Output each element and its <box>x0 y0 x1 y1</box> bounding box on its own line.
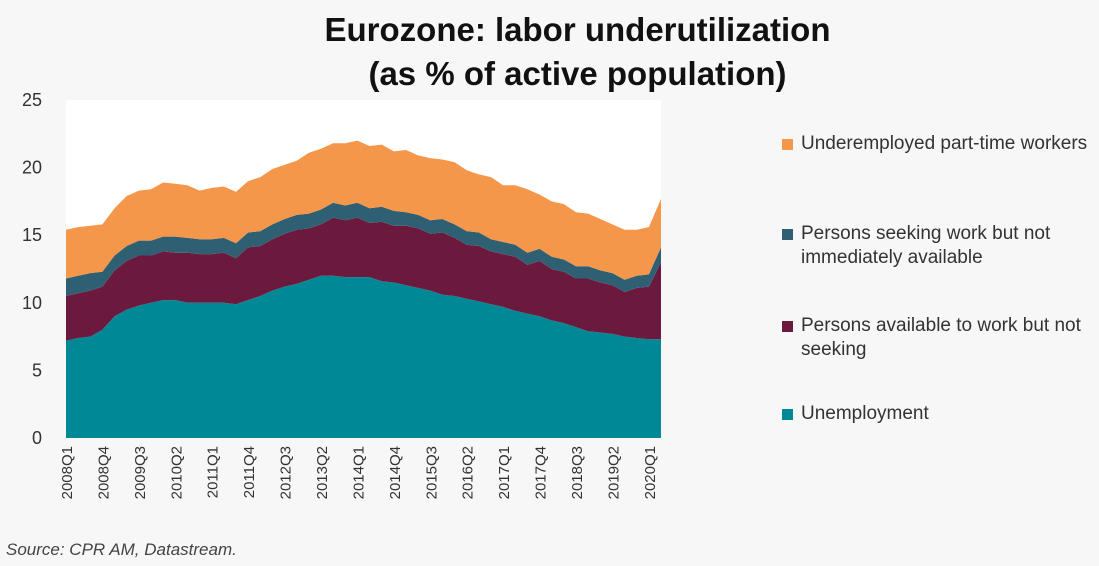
x-tick-label: 2017Q4 <box>533 446 550 499</box>
area-series-group <box>66 140 661 438</box>
y-tick-label: 15 <box>22 225 42 245</box>
legend-item-seeking-not-available: Persons seeking work but not immediately… <box>782 222 1097 270</box>
area-series-2 <box>66 202 661 296</box>
legend-swatch <box>782 409 793 420</box>
y-tick-label: 0 <box>32 428 42 448</box>
legend-label: Unemployment <box>801 403 929 424</box>
legend-swatch <box>782 321 793 332</box>
legend-item-available-not-seeking: Persons available to work but not seekin… <box>782 314 1097 362</box>
legend-label: Underemployed part-time workers <box>801 133 1088 154</box>
legend-item-unemployment: Unemployment <box>782 402 1097 426</box>
x-tick-label: 2011Q1 <box>205 446 222 498</box>
y-axis: 0 5 10 15 20 25 <box>22 90 42 448</box>
x-tick-label: 2010Q2 <box>168 446 185 499</box>
x-tick-label: 2008Q1 <box>59 446 76 499</box>
x-tick-label: 2013Q2 <box>314 446 331 499</box>
chart-title-line-2: (as % of active population) <box>368 55 787 92</box>
legend-swatch <box>782 229 793 240</box>
area-series-1 <box>66 217 661 341</box>
y-tick-label: 5 <box>32 360 42 380</box>
x-tick-label: 2019Q2 <box>605 446 622 499</box>
x-tick-label: 2011Q4 <box>241 446 258 498</box>
x-axis: 2008Q1 2008Q4 2009Q3 2010Q2 2011Q1 2011Q4 2012… <box>59 446 659 499</box>
legend-label: Persons seeking work but not immediately… <box>801 223 1051 268</box>
area-series-0 <box>66 275 661 438</box>
chart-title-line-1: Eurozone: labor underutilization <box>324 11 831 48</box>
y-tick-label: 10 <box>22 293 42 313</box>
x-tick-label: 2014Q4 <box>387 446 404 499</box>
legend-swatch <box>782 139 793 150</box>
x-tick-label: 2016Q2 <box>460 446 477 499</box>
y-tick-label: 25 <box>22 90 42 110</box>
area-series-3 <box>66 140 661 280</box>
x-tick-label: 2020Q1 <box>642 446 659 499</box>
x-tick-label: 2015Q3 <box>423 446 440 499</box>
x-tick-label: 2008Q4 <box>95 446 112 499</box>
x-tick-label: 2018Q3 <box>569 446 586 499</box>
x-tick-label: 2012Q3 <box>278 446 295 499</box>
legend-item-underemployed: Underemployed part-time workers <box>782 132 1097 156</box>
x-tick-label: 2014Q1 <box>350 446 367 499</box>
x-tick-label: 2009Q3 <box>132 446 149 499</box>
legend-label: Persons available to work but not seekin… <box>801 315 1081 360</box>
source-note: Source: CPR AM, Datastream. <box>6 540 237 559</box>
chart-title: Eurozone: labor underutilization (as % o… <box>180 8 975 96</box>
x-tick-label: 2017Q1 <box>496 446 513 499</box>
y-tick-label: 20 <box>22 158 42 178</box>
